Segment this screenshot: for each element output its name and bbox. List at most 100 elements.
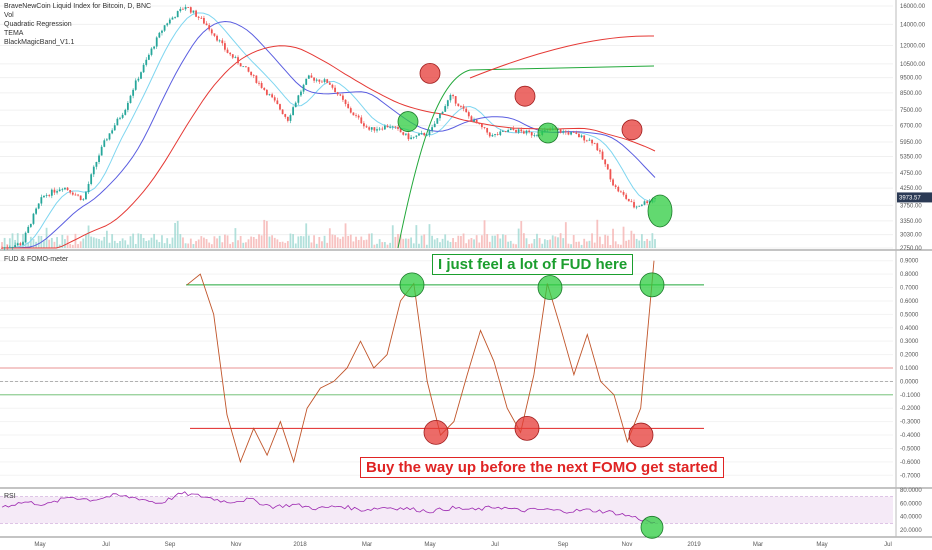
candle-body (153, 46, 156, 49)
candle-body (394, 126, 397, 128)
candle-body (252, 74, 255, 76)
candle-body (391, 126, 394, 128)
fud-fomo-oscillator (0, 260, 893, 464)
volume-bar (105, 230, 108, 248)
volume-bar (363, 240, 365, 248)
candle-body (315, 79, 318, 81)
candle-body (140, 72, 142, 79)
candle-body (530, 132, 533, 136)
candle-body (575, 132, 578, 134)
volume-bar (294, 243, 297, 248)
volume-bar (32, 239, 35, 248)
volume-bar (56, 237, 58, 248)
volume-bar (342, 236, 344, 248)
rsi-tick-label: 80.0000 (900, 488, 922, 494)
volume-bar (622, 226, 625, 248)
candle-body (328, 82, 331, 85)
volume-bar (551, 235, 554, 248)
candle-body (182, 8, 184, 10)
candle-body (475, 119, 478, 124)
candle-body (439, 113, 441, 119)
volume-bar (300, 235, 302, 248)
candle-body (473, 119, 475, 122)
volume-bar (460, 236, 462, 248)
volume-bar (473, 239, 475, 248)
candle-body (454, 96, 457, 104)
volume-bar (431, 235, 433, 248)
osc-tick-label: -0.5000 (900, 446, 921, 452)
candle-body (43, 195, 45, 198)
candle-body (276, 100, 279, 105)
volume-bar (402, 238, 405, 248)
candle-body (512, 128, 515, 130)
candle-body (397, 127, 399, 129)
volume-bar (331, 234, 334, 248)
candle-body (126, 102, 129, 110)
volume-bar (412, 243, 415, 248)
volume-bar (599, 236, 601, 248)
volume-bar (116, 243, 119, 248)
volume-bar (457, 235, 460, 248)
candle-body (355, 115, 357, 117)
time-tick-label: 2019 (687, 542, 701, 548)
rsi-tick-label: 40.0000 (900, 515, 922, 521)
volume-bar (441, 238, 444, 248)
candle-body (499, 131, 502, 135)
candle-body (452, 95, 454, 97)
volume-bar (321, 241, 323, 248)
symbol-title[interactable]: BraveNewCoin Liquid Index for Bitcoin, D… (4, 3, 152, 10)
price-tick-label: 10500.00 (900, 62, 926, 68)
study-vol[interactable]: Vol (4, 12, 14, 19)
rsi-tick-label: 60.0000 (900, 501, 922, 507)
volume-bar (79, 241, 82, 248)
regression-band-line (397, 65, 655, 249)
osc-tick-label: -0.4000 (900, 433, 921, 439)
study-quadratic-regression[interactable]: Quadratic Regression (4, 21, 72, 28)
volume-bar (142, 237, 145, 248)
volume-bar (124, 240, 127, 248)
candle-body (8, 247, 11, 249)
study-blackmagicband[interactable]: BlackMagicBand_V1.1 (4, 39, 75, 46)
candle-body (155, 37, 158, 47)
rsi-pane-title[interactable]: RSI (4, 493, 16, 500)
volume-bar (449, 241, 452, 248)
study-tema[interactable]: TEMA (4, 30, 24, 37)
volume-bar (651, 233, 654, 248)
volume-bar (273, 237, 276, 248)
volume-bar (433, 239, 436, 248)
volume-bar (69, 243, 72, 248)
volume-bar (276, 239, 279, 248)
candle-body (570, 132, 572, 135)
candle-body (132, 89, 135, 96)
volume-bar (483, 220, 486, 248)
price-tick-label: 9500.00 (900, 76, 922, 82)
volume-bar (231, 242, 234, 248)
candle-body (410, 137, 413, 140)
volume-bar (197, 239, 200, 248)
candle-body (119, 117, 121, 119)
time-tick-label: Nov (622, 542, 633, 548)
candle-body (360, 117, 363, 124)
candle-body (27, 226, 30, 233)
volume-bar (260, 235, 263, 248)
candle-body (1, 248, 3, 249)
candle-body (69, 190, 72, 193)
volume-bar (570, 244, 572, 248)
candle-body (321, 81, 323, 83)
candle-body (302, 84, 305, 92)
volume-bar (98, 238, 100, 248)
indicator-pane-title[interactable]: FUD & FOMO-meter (4, 256, 69, 263)
candle-body (268, 94, 271, 96)
volume-bar (554, 236, 557, 248)
price-tick-label: 3750.00 (900, 203, 922, 209)
candle-body (294, 102, 297, 108)
candle-body (418, 133, 420, 136)
candle-body (231, 54, 234, 58)
candle-body (197, 16, 200, 18)
candle-body (436, 118, 439, 124)
volume-bar (121, 238, 124, 248)
volume-bar (572, 235, 575, 248)
candle-body (368, 127, 371, 130)
candle-body (242, 66, 245, 68)
